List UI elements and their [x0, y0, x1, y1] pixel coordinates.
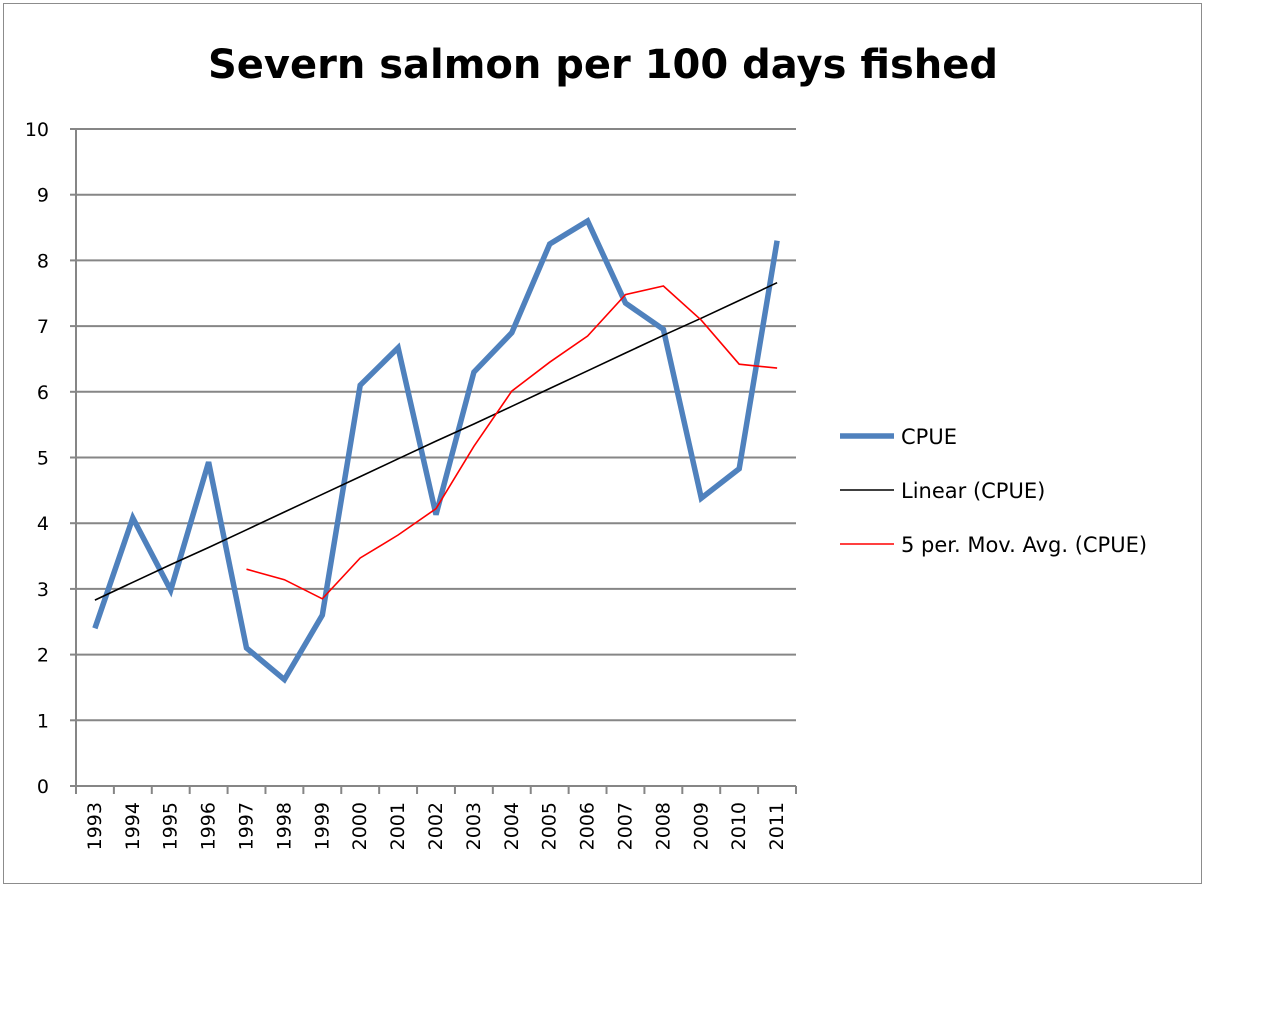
chart-area: Severn salmon per 100 days fished 0 1 2 3 4 5… — [3, 3, 1202, 884]
x-tick-label: 2011 — [766, 802, 788, 850]
x-tick-label: 1995 — [160, 802, 182, 850]
series-line-2 — [246, 285, 778, 600]
x-tick-label: 2003 — [463, 802, 485, 850]
y-tick-label: 3 — [37, 579, 49, 601]
series-line-0 — [92, 217, 780, 684]
x-tick-label: 2004 — [501, 802, 523, 850]
x-tick-label: 2010 — [728, 802, 750, 850]
y-tick-label: 5 — [37, 448, 49, 470]
chart-svg: Severn salmon per 100 days fished 0 1 2 3 4 5… — [25, 42, 1147, 850]
x-tick-label: 2008 — [652, 802, 674, 850]
plot-series — [92, 217, 780, 684]
y-tick-label: 4 — [37, 513, 49, 535]
y-tick-label: 9 — [37, 185, 49, 207]
chart-title: Severn salmon per 100 days fished — [208, 42, 998, 88]
y-tick-label: 1 — [37, 710, 49, 732]
gridlines — [76, 128, 796, 722]
x-tick-label: 1999 — [311, 802, 333, 850]
y-tick-label: 10 — [25, 119, 49, 141]
legend-label-0: CPUE — [901, 425, 957, 449]
y-tick-label: 7 — [37, 316, 49, 338]
x-tick-label: 2001 — [387, 802, 409, 850]
y-tick-label: 0 — [37, 776, 49, 798]
x-tick-label: 1998 — [273, 802, 295, 850]
x-tick-label: 1994 — [122, 802, 144, 850]
x-tick-label: 1997 — [236, 802, 258, 850]
y-tick-label: 2 — [37, 645, 49, 667]
x-tick-label: 2000 — [349, 802, 371, 850]
legend-label-2: 5 per. Mov. Avg. (CPUE) — [901, 533, 1147, 557]
x-tick-label: 2002 — [425, 802, 447, 850]
x-tick-label: 1993 — [84, 802, 106, 850]
y-tick-label: 6 — [37, 382, 49, 404]
x-tick-label: 2007 — [614, 802, 636, 850]
y-tick-label: 8 — [37, 250, 49, 272]
legend: CPUE Linear (CPUE) 5 per. Mov. Avg. (CPUE) — [840, 425, 1147, 557]
x-tick-label: 2009 — [690, 802, 712, 850]
legend-label-1: Linear (CPUE) — [901, 479, 1045, 503]
series-line-1 — [94, 281, 778, 601]
x-tick-label: 1996 — [198, 802, 220, 850]
axes: 0 1 2 3 4 5 6 7 8 9 10 1993 1994 1995 1996 1997 1998 1999… — [25, 119, 797, 850]
x-tick-label: 2006 — [577, 802, 599, 850]
x-tick-label: 2005 — [539, 802, 561, 850]
